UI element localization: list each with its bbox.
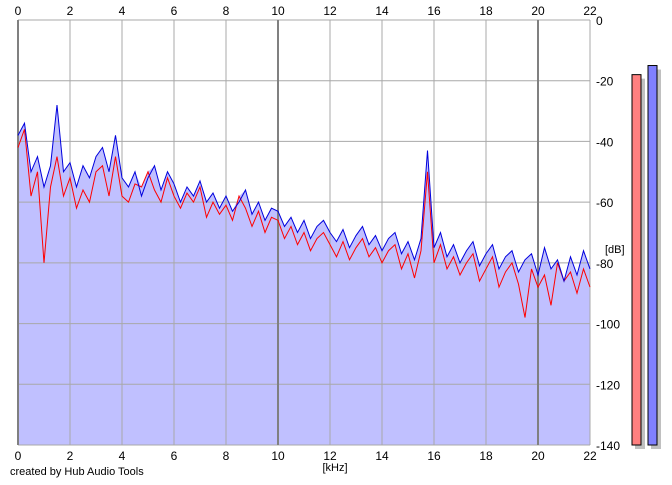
y-tick-label: -20	[596, 75, 614, 89]
x-tick-label-top: 16	[427, 4, 441, 18]
y-tick-label: -40	[596, 135, 614, 149]
x-tick-label-top: 2	[67, 4, 74, 18]
x-tick-label-bottom: 8	[223, 449, 230, 463]
x-tick-label-top: 14	[375, 4, 389, 18]
y-tick-label: 0	[596, 14, 603, 28]
y-tick-label: -80	[596, 257, 614, 271]
level-meter-left	[631, 74, 642, 446]
series-line-right	[17, 104, 591, 283]
y-tick-label: -100	[596, 318, 620, 332]
x-tick-label-bottom: 22	[583, 449, 597, 463]
y-tick-label: -140	[596, 439, 620, 453]
x-tick-label-top: 0	[15, 4, 22, 18]
x-tick-label-bottom: 4	[119, 449, 126, 463]
x-tick-label-bottom: 6	[171, 449, 178, 463]
x-tick-label-bottom: 18	[479, 449, 493, 463]
x-tick-label-bottom: 0	[15, 449, 22, 463]
x-tick-label-bottom: 16	[427, 449, 441, 463]
x-tick-label-top: 12	[323, 4, 337, 18]
x-tick-label-bottom: 10	[271, 449, 285, 463]
x-tick-label-top: 4	[119, 4, 126, 18]
x-tick-label-top: 18	[479, 4, 493, 18]
series-line-left	[17, 129, 591, 318]
x-tick-label-bottom: 14	[375, 449, 389, 463]
credit-text: created by Hub Audio Tools	[10, 466, 144, 478]
x-tick-label-top: 6	[171, 4, 178, 18]
x-tick-label-top: 10	[271, 4, 285, 18]
level-meter-right	[647, 65, 658, 446]
y-axis-label: [dB]	[605, 244, 625, 256]
x-tick-label-bottom: 20	[531, 449, 545, 463]
x-tick-label-bottom: 2	[67, 449, 74, 463]
x-tick-label-bottom: 12	[323, 449, 337, 463]
y-tick-label: -60	[596, 196, 614, 210]
x-axis-label: [kHz]	[322, 462, 347, 474]
x-tick-label-top: 20	[531, 4, 545, 18]
x-tick-label-top: 8	[223, 4, 230, 18]
x-tick-label-top: 22	[583, 4, 597, 18]
y-tick-label: -120	[596, 378, 620, 392]
